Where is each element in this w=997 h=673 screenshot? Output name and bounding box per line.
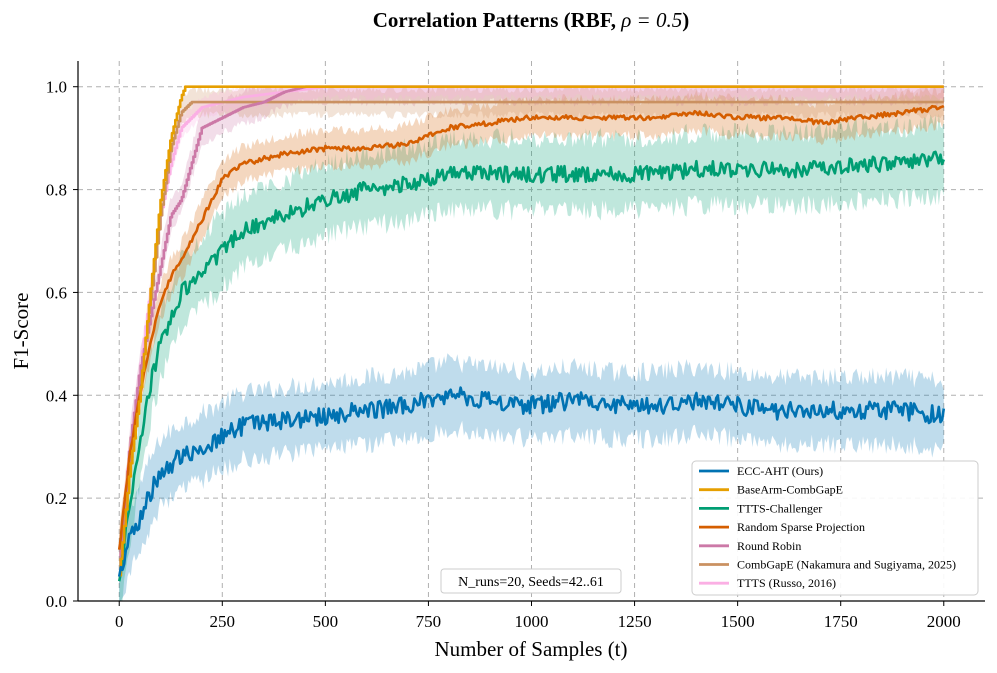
- annotation-text: N_runs=20, Seeds=42..61: [458, 575, 604, 590]
- annotation-background: [440, 568, 622, 594]
- chart-title: Correlation Patterns (RBF, ρ = 0.5): [373, 8, 689, 32]
- title-end: ): [682, 8, 689, 32]
- x-tick-label: 1500: [721, 612, 755, 631]
- y-tick-label: 0.4: [46, 386, 68, 405]
- series-line: [119, 85, 944, 577]
- series-band: [119, 86, 944, 588]
- title-main: Correlation Patterns (RBF,: [373, 8, 621, 32]
- series-line: [119, 100, 944, 562]
- title-rho: ρ = 0.5: [620, 8, 682, 32]
- x-tick-label: 0: [115, 612, 124, 631]
- legend-label: CombGapE (Nakamura and Sugiyama, 2025): [737, 558, 956, 572]
- y-tick-label: 0.0: [46, 592, 67, 611]
- y-axis-label: F1-Score: [9, 293, 33, 370]
- legend-label: Round Robin: [737, 539, 801, 553]
- y-tick-label: 0.8: [46, 181, 67, 200]
- x-tick-label: 500: [313, 612, 339, 631]
- y-tick-label: 0.6: [46, 283, 67, 302]
- legend-label: TTTS-Challenger: [737, 501, 822, 515]
- series-line: [117, 150, 946, 582]
- annotation-box: N_runs=20, Seeds=42..61: [440, 568, 622, 594]
- series-line: [117, 386, 946, 577]
- series-line: [117, 104, 945, 550]
- line-layer: [117, 85, 946, 582]
- legend-label: TTTS (Russo, 2016): [737, 576, 836, 590]
- x-tick-label: 1750: [824, 612, 858, 631]
- axes-layer: 0 250 500 750 1000 1250 1500 1750 2000 0.0 0.2 0.4 0…: [46, 61, 985, 631]
- legend: ECC-AHT (Ours) BaseArm-CombGapE TTTS-Chall…: [691, 460, 979, 596]
- x-tick-label: 1250: [618, 612, 652, 631]
- y-tick-label: 0.2: [46, 489, 67, 508]
- y-tick-label: 1.0: [46, 78, 67, 97]
- legend-frame: [691, 460, 979, 596]
- legend-label: ECC-AHT (Ours): [737, 464, 823, 478]
- x-axis-label: Number of Samples (t): [434, 637, 627, 661]
- x-tick-label: 250: [210, 612, 236, 631]
- legend-label: BaseArm-CombGapE: [737, 483, 843, 497]
- x-tick-label: 750: [416, 612, 442, 631]
- x-tick-label: 2000: [927, 612, 961, 631]
- legend-label: Random Sparse Projection: [737, 520, 865, 534]
- x-tick-label: 1000: [515, 612, 549, 631]
